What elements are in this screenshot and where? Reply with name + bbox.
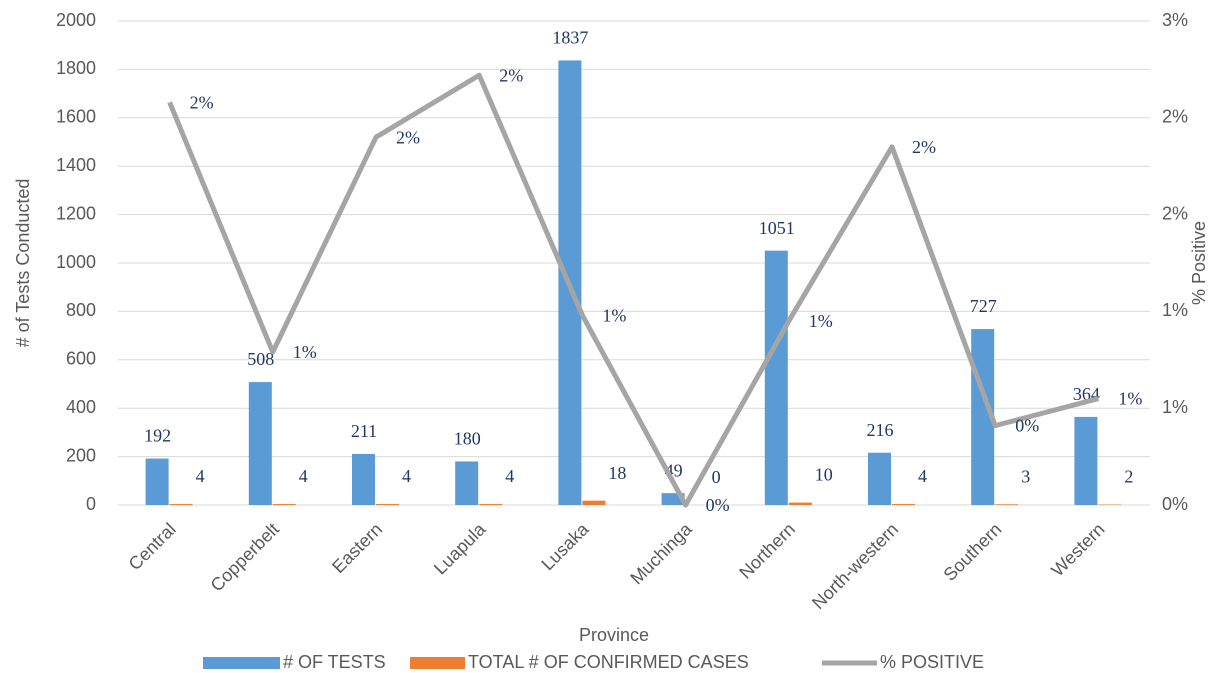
bar — [868, 452, 891, 505]
y-tick-label: 1400 — [56, 155, 96, 175]
y-axis-title: # of Tests Conducted — [13, 179, 33, 348]
y-tick-label: 1200 — [56, 203, 96, 223]
y-tick-label: 800 — [66, 300, 96, 320]
bar — [272, 504, 296, 505]
x-tick-label: Muchinga — [626, 518, 696, 588]
bar — [892, 504, 915, 505]
y-tick-label: 2000 — [56, 10, 96, 30]
data-label: 508 — [247, 349, 274, 369]
y-tick-label: 400 — [66, 397, 96, 417]
line-data-label: 2% — [396, 127, 420, 147]
data-label: 180 — [454, 429, 481, 449]
line-data-label: 2% — [499, 65, 523, 85]
bar — [582, 500, 606, 505]
x-tick-label: Luapula — [430, 518, 490, 578]
bar — [352, 453, 375, 505]
y-tick-label: 1000 — [56, 252, 96, 272]
x-axis-title: Province — [579, 625, 649, 645]
data-label: 2 — [1124, 467, 1133, 487]
y2-axis-title: % Positive — [1189, 221, 1209, 305]
legend-swatch — [410, 657, 465, 669]
y2-tick-label: 0% — [1162, 494, 1188, 514]
legend-swatch — [203, 657, 280, 669]
y-tick-label: 1600 — [56, 107, 96, 127]
line-data-label: 0% — [706, 495, 730, 515]
bar — [248, 382, 272, 505]
x-tick-label: Southern — [940, 519, 1006, 585]
data-label: 211 — [351, 421, 377, 441]
legend-label: TOTAL # OF CONFIRMED CASES — [468, 652, 749, 672]
y-tick-label: 1800 — [56, 58, 96, 78]
data-label: 0 — [712, 467, 721, 487]
bar — [995, 504, 1019, 505]
bar — [788, 502, 812, 505]
line-data-label: 2% — [912, 137, 936, 157]
data-label: 4 — [299, 466, 308, 486]
bar — [1074, 416, 1098, 505]
x-tick-label: Copperbelt — [207, 519, 283, 595]
line-data-label: 1% — [293, 342, 317, 362]
data-label: 18 — [608, 463, 626, 483]
y2-tick-label: 1% — [1162, 397, 1188, 417]
line-data-label: 2% — [190, 92, 214, 112]
x-tick-label: Lusaka — [537, 518, 593, 574]
line-data-label: 1% — [1118, 389, 1142, 409]
line-data-label: 1% — [809, 311, 833, 331]
x-tick-label: Central — [125, 519, 180, 574]
line — [167, 72, 1100, 508]
y-tick-label: 200 — [66, 445, 96, 465]
legend-label: # OF TESTS — [283, 652, 386, 672]
y2-tick-label: 2% — [1162, 107, 1188, 127]
y-tick-label: 0 — [86, 494, 96, 514]
data-label: 727 — [970, 296, 997, 316]
x-tick-label: Western — [1047, 519, 1108, 580]
y-tick-label: 600 — [66, 349, 96, 369]
line-data-label: 0% — [1015, 416, 1039, 436]
data-label: 4 — [505, 466, 514, 486]
data-label: 4 — [918, 466, 927, 486]
bar — [376, 504, 399, 505]
data-label: 4 — [402, 466, 411, 486]
y2-tick-label: 1% — [1162, 300, 1188, 320]
legend-label: % POSITIVE — [880, 652, 984, 672]
line-data-label: 1% — [602, 305, 626, 325]
data-label: 4 — [196, 466, 205, 486]
bar — [169, 504, 193, 505]
data-label: 1837 — [552, 28, 588, 48]
bar — [145, 458, 169, 505]
bar — [661, 493, 685, 505]
data-label: 10 — [815, 465, 833, 485]
data-label: 1051 — [759, 218, 795, 238]
data-label: 216 — [867, 420, 894, 440]
data-label: 192 — [144, 426, 171, 446]
bar — [764, 250, 788, 505]
y2-tick-label: 3% — [1162, 10, 1188, 30]
x-tick-label: North-western — [808, 519, 902, 613]
bar — [455, 461, 479, 505]
bar — [479, 504, 503, 505]
y2-tick-label: 2% — [1162, 203, 1188, 223]
data-label: 3 — [1021, 466, 1030, 486]
x-tick-label: Eastern — [328, 519, 386, 577]
x-tick-label: Northern — [735, 519, 799, 583]
